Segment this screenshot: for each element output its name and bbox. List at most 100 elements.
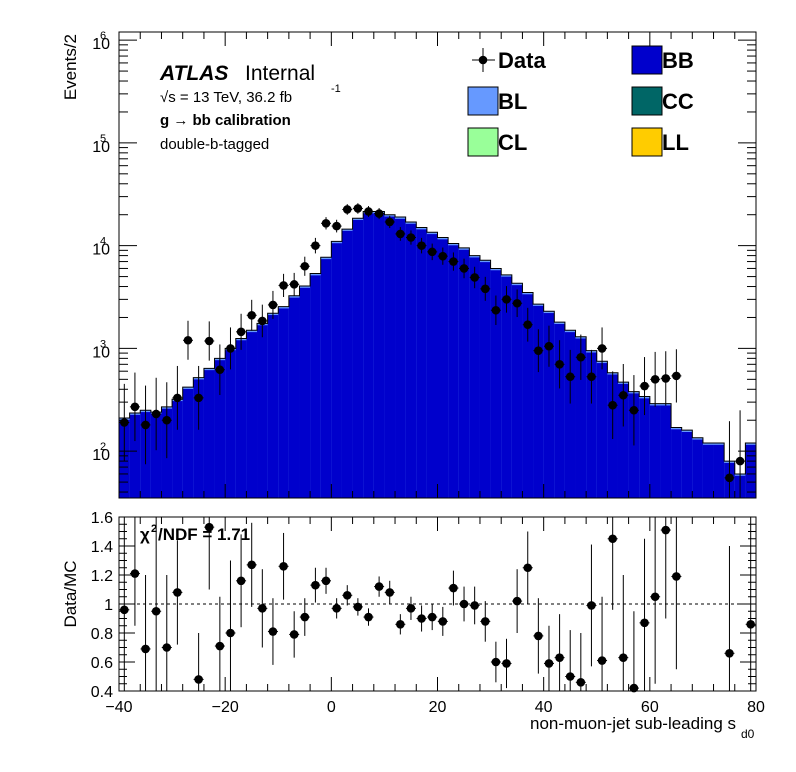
mc-bb-bin	[564, 332, 576, 498]
ratio-point	[120, 605, 129, 615]
mc-bb-bin	[702, 444, 714, 498]
mc-bb-bin	[331, 243, 343, 498]
data-point	[544, 341, 554, 351]
mc-bb-bin	[257, 325, 268, 498]
ratio-point	[258, 604, 267, 613]
data-point	[470, 273, 479, 282]
x-tick-label: 20	[429, 699, 447, 716]
tag-label: double-b-tagged	[160, 136, 269, 153]
mc-bb-bin	[182, 388, 194, 498]
data-point	[459, 264, 469, 273]
atlas-status: Internal	[245, 62, 315, 85]
legend-label-ll: LL	[662, 130, 689, 155]
mc-bb-bin	[617, 383, 629, 498]
data-point	[438, 251, 448, 261]
ratio-point	[597, 656, 607, 665]
ratio-point	[311, 580, 320, 590]
data-point	[183, 335, 193, 345]
mc-bb-bin	[649, 405, 661, 498]
y-tick-exponent: 6	[100, 30, 106, 42]
mc-bb-bin	[671, 429, 682, 498]
ratio-point	[151, 606, 161, 616]
data-point	[565, 372, 575, 382]
legend-label-cl: CL	[498, 130, 527, 155]
y-tick-label: 0.4	[91, 684, 113, 701]
mc-bb-bin	[681, 431, 693, 498]
mc-bb-bin	[533, 305, 544, 498]
ratio-point	[608, 534, 617, 544]
y-tick-label: 0.6	[91, 655, 113, 672]
ratio-point	[438, 617, 448, 626]
data-point	[279, 281, 288, 290]
ratio-x-axis: −40 −20 0 20 40 60 80	[105, 517, 765, 716]
data-point	[608, 400, 617, 410]
mc-bb-bin	[246, 332, 258, 498]
ratio-point	[618, 653, 628, 662]
mc-bb-bin	[320, 259, 332, 498]
mc-bb-bin	[660, 405, 672, 498]
mc-bb-bin	[395, 218, 406, 498]
data-point	[321, 218, 331, 228]
mc-bb-bin	[352, 220, 364, 498]
ratio-point	[342, 591, 352, 600]
y-tick-label: 10	[92, 344, 110, 361]
mc-bb-bin	[267, 315, 279, 498]
main-y-axis-label: Events/2	[61, 34, 80, 100]
data-point	[587, 372, 596, 382]
data-point	[130, 402, 140, 412]
ratio-point	[459, 599, 469, 609]
data-point	[385, 217, 395, 227]
ratio-point	[130, 569, 140, 578]
ratio-point	[491, 657, 501, 667]
mc-bb-bin	[575, 338, 587, 498]
data-point	[289, 280, 299, 289]
ratio-point	[672, 572, 681, 581]
data-point	[268, 300, 278, 310]
ratio-point	[587, 601, 596, 610]
legend-marker-data	[478, 55, 488, 65]
data-point	[534, 346, 543, 355]
mc-bb-bin	[554, 323, 566, 498]
y-tick-exponent: 2	[100, 441, 106, 453]
mc-bb-bin	[235, 340, 247, 498]
mc-bb-bin	[501, 276, 513, 498]
ratio-point	[565, 672, 575, 681]
legend-label-bb: BB	[662, 48, 694, 73]
chi2-exponent: 2	[151, 523, 157, 535]
data-point	[342, 205, 352, 214]
mc-bb-bin	[543, 313, 555, 498]
legend-label-bl: BL	[498, 89, 527, 114]
mc-bb-bin	[692, 439, 704, 498]
data-point	[353, 204, 363, 213]
ratio-y-axis: 0.4 0.6 0.8 1 1.2 1.4 1.6	[91, 510, 756, 701]
ratio-point	[576, 678, 586, 687]
data-point	[247, 310, 257, 320]
ratio-point	[141, 644, 150, 654]
mc-bb-bin	[448, 245, 460, 498]
data-point	[597, 344, 607, 353]
mc-bb-bin	[490, 270, 502, 498]
mc-bb-bin	[384, 216, 396, 498]
ratio-point	[332, 604, 341, 613]
data-point	[725, 473, 734, 483]
data-point	[162, 415, 172, 425]
mc-bb-bin	[214, 360, 226, 498]
y-tick-exponent: 3	[100, 338, 106, 350]
lumi-exponent: -1	[331, 83, 341, 95]
ratio-point	[300, 612, 310, 622]
y-tick-label: 10	[92, 242, 110, 259]
mc-bb-bin	[628, 393, 640, 498]
mc-bb-bin	[129, 414, 141, 498]
atlas-label-block: ATLAS Internal √s = 13 TeV, 36.2 fb -1 g…	[159, 62, 341, 153]
ratio-point	[226, 628, 235, 638]
ratio-point	[364, 612, 373, 622]
mc-bb-bin	[203, 370, 215, 498]
mc-bb-bin	[596, 363, 608, 498]
data-point	[300, 261, 310, 271]
mc-bb-bin	[479, 262, 491, 498]
data-point	[258, 316, 267, 326]
mc-bb-bin	[586, 352, 598, 498]
ratio-point	[650, 592, 660, 602]
ratio-point	[385, 588, 395, 597]
ratio-point	[173, 588, 182, 597]
